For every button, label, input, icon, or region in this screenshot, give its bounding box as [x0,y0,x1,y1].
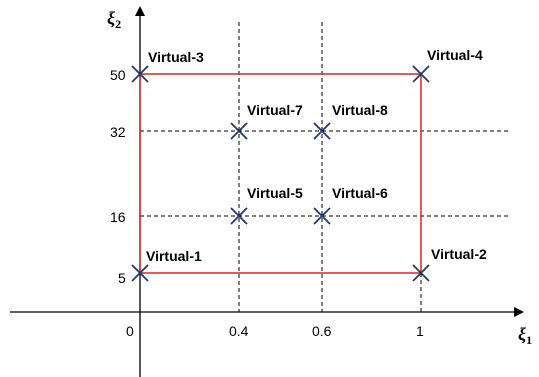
y-tick-labels: 5 16 32 50 [110,67,126,286]
x-tick-label: 0.4 [229,323,249,339]
y-tick-label: 5 [118,270,126,286]
virtual-point-label: Virtual-2 [431,246,487,262]
y-tick-label: 16 [110,209,126,225]
x-tick-label: 0 [126,323,134,339]
x-axis-symbol: ξ [518,324,526,345]
x-tick-labels: 0 0.4 0.6 1 [126,323,424,339]
x-marker-stroke [313,207,331,225]
virtual-point-label: Virtual-8 [332,102,388,118]
virtual-point: Virtual-8 [313,102,388,140]
virtual-point: Virtual-7 [230,102,303,140]
virtual-point-label: Virtual-1 [146,248,202,264]
virtual-point-label: Virtual-5 [247,185,303,201]
x-marker-stroke [230,122,248,140]
virtual-points: Virtual-1 Virtual-2 Virtual-3 Virtual-4 Virt… [131,47,487,282]
x-marker-stroke [313,122,331,140]
x-marker-stroke [131,65,149,83]
y-tick-label: 50 [110,67,126,83]
virtual-point: Virtual-6 [313,185,388,225]
y-axis-subscript: 2 [115,17,121,31]
design-boundary-rect [139,73,422,274]
x-marker-stroke [412,65,430,83]
virtual-point-label: Virtual-3 [148,49,204,65]
virtual-point: Virtual-2 [412,246,487,282]
virtual-point-label: Virtual-7 [247,102,303,118]
x-marker-stroke [131,264,149,282]
x-marker-stroke [230,207,248,225]
x-axis-subscript: 1 [526,333,532,347]
y-tick-label: 32 [110,124,126,140]
virtual-point-label: Virtual-4 [427,47,483,63]
x-marker-stroke [412,264,430,282]
x-tick-label: 0.6 [312,323,332,339]
x-axis-label: ξ1 [518,324,532,347]
virtual-point: Virtual-1 [131,248,202,282]
dashed-guidelines [140,22,510,312]
y-axis-symbol: ξ [107,8,115,29]
virtual-point: Virtual-3 [131,49,204,83]
virtual-point-label: Virtual-6 [332,185,388,201]
virtual-point: Virtual-4 [412,47,483,83]
virtual-point: Virtual-5 [230,185,303,225]
x-tick-label: 1 [416,323,424,339]
y-axis-label: ξ2 [107,8,121,31]
